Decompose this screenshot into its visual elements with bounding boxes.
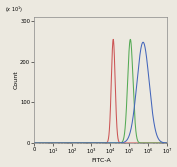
Y-axis label: Count: Count bbox=[14, 71, 19, 89]
X-axis label: FITC-A: FITC-A bbox=[91, 158, 111, 163]
Text: $(x\ 10^1)$: $(x\ 10^1)$ bbox=[5, 4, 24, 15]
